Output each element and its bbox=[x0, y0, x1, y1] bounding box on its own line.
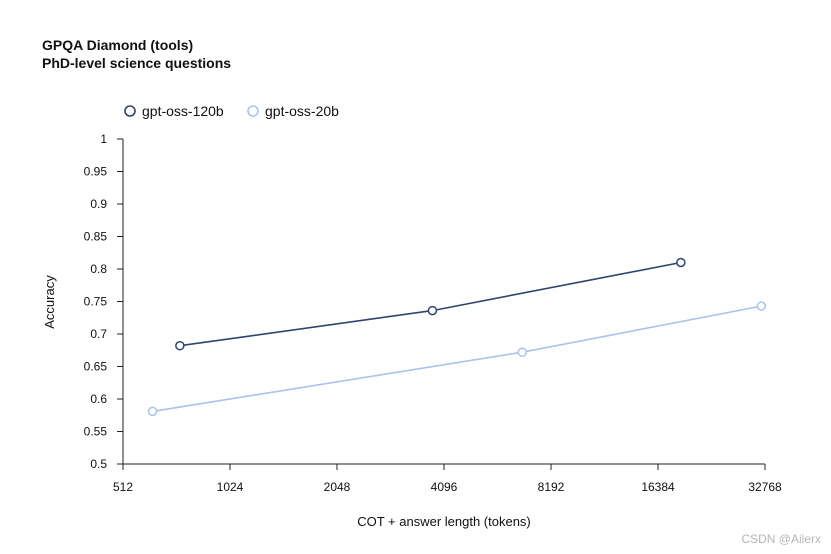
data-point bbox=[756, 301, 767, 311]
legend-marker bbox=[247, 105, 259, 117]
x-tick-label: 512 bbox=[113, 480, 133, 494]
y-tick-label: 0.9 bbox=[90, 197, 107, 211]
y-tick-label: 0.55 bbox=[84, 425, 108, 439]
chart-title: GPQA Diamond (tools) bbox=[42, 37, 194, 53]
y-tick-label: 0.7 bbox=[90, 327, 107, 341]
x-tick-label: 16384 bbox=[641, 480, 675, 494]
x-tick-label: 1024 bbox=[217, 480, 244, 494]
x-tick-label: 8192 bbox=[538, 480, 565, 494]
series-line bbox=[152, 305, 762, 413]
legend-label: gpt-oss-120b bbox=[142, 103, 224, 119]
y-axis-label: Accuracy bbox=[42, 275, 57, 329]
y-tick-label: 0.85 bbox=[84, 230, 108, 244]
series-layer bbox=[147, 257, 767, 417]
y-tick-label: 1 bbox=[100, 132, 107, 146]
data-point bbox=[676, 257, 686, 268]
y-tick-label: 0.65 bbox=[84, 360, 108, 374]
y-tick-label: 0.95 bbox=[84, 165, 108, 179]
legend-marker bbox=[124, 105, 136, 117]
data-point bbox=[427, 305, 438, 316]
watermark: CSDN @Ailerx bbox=[741, 532, 821, 546]
data-point bbox=[147, 406, 158, 417]
y-tick-label: 0.5 bbox=[90, 457, 107, 471]
data-point bbox=[175, 340, 185, 351]
legend: gpt-oss-120b gpt-oss-20b bbox=[124, 103, 339, 119]
y-tick-label: 0.8 bbox=[90, 262, 107, 276]
x-tick-label: 2048 bbox=[324, 480, 351, 494]
data-point bbox=[517, 347, 528, 357]
legend-label: gpt-oss-20b bbox=[265, 103, 339, 119]
y-tick-label: 0.75 bbox=[84, 295, 108, 309]
y-tick-label: 0.6 bbox=[90, 392, 107, 406]
axes: 0.5 0.55 0.6 0.65 0.7 0.75 0.8 0.85 0.9 0.95 1 512 1… bbox=[84, 132, 782, 494]
chart-subtitle: PhD-level science questions bbox=[42, 55, 232, 71]
x-tick-label: 32768 bbox=[748, 480, 782, 494]
x-axis-label: COT + answer length (tokens) bbox=[357, 514, 531, 529]
series-line bbox=[179, 261, 682, 347]
x-tick-label: 4096 bbox=[431, 480, 458, 494]
